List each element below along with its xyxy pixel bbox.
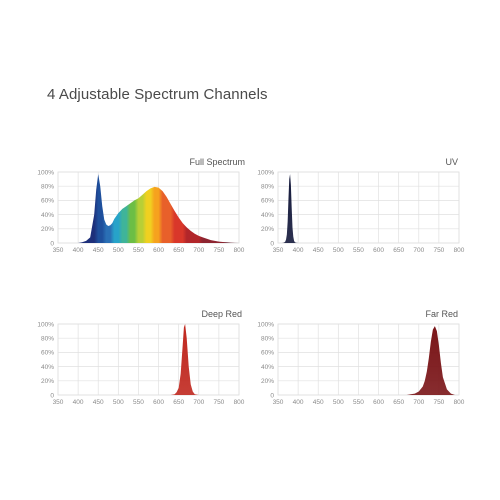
x-tick-label: 650	[173, 399, 184, 406]
x-tick-label: 350	[53, 247, 64, 254]
x-tick-label: 650	[393, 399, 404, 406]
y-tick-label: 0	[270, 392, 274, 399]
x-tick-label: 350	[273, 399, 284, 406]
x-tick-label: 700	[413, 399, 424, 406]
y-tick-label: 40%	[261, 364, 274, 371]
y-tick-label: 0	[270, 240, 274, 247]
y-tick-label: 60%	[261, 350, 274, 357]
x-tick-label: 400	[293, 247, 304, 254]
chart-svg: 0 20% 40% 60% 80% 100% 350 400 450 500 550 600 650 70…	[257, 169, 465, 254]
chart-full-spectrum: Full Spectrum 0 20% 40% 60% 80% 100% 350 400 450…	[30, 156, 245, 271]
chart-uv: UV 0 20% 40% 60% 80% 100% 350 400 450 500 550 600 65…	[250, 156, 465, 271]
y-tick-label: 20%	[261, 226, 274, 233]
grid	[57, 323, 240, 396]
chart-title: Full Spectrum	[189, 157, 245, 167]
spectrum-area	[78, 174, 239, 243]
chart-title: UV	[445, 157, 458, 167]
x-tick-label: 450	[313, 399, 324, 406]
x-tick-label: 450	[93, 247, 104, 254]
x-tick-label: 350	[53, 399, 64, 406]
y-tick-label: 20%	[41, 226, 54, 233]
x-tick-label: 450	[93, 399, 104, 406]
y-tick-label: 20%	[261, 378, 274, 385]
x-tick-label: 750	[213, 399, 224, 406]
y-tick-label: 40%	[41, 212, 54, 219]
x-tick-label: 650	[393, 247, 404, 254]
page-title: 4 Adjustable Spectrum Channels	[47, 86, 268, 103]
y-tick-label: 60%	[41, 198, 54, 205]
y-tick-label: 100%	[257, 169, 274, 176]
x-tick-label: 700	[413, 247, 424, 254]
x-tick-label: 350	[273, 247, 284, 254]
x-tick-label: 800	[234, 399, 245, 406]
chart-far-red: Far Red 0 20% 40% 60% 80% 100% 350 400 450 500 550…	[250, 308, 465, 423]
x-tick-label: 600	[153, 399, 164, 406]
y-tick-label: 0	[50, 392, 54, 399]
x-tick-label: 650	[173, 247, 184, 254]
x-tick-label: 550	[133, 247, 144, 254]
y-tick-label: 80%	[41, 184, 54, 191]
x-tick-label: 600	[373, 247, 384, 254]
spectrum-area	[406, 326, 455, 395]
x-tick-label: 800	[234, 247, 245, 254]
chart-svg: 0 20% 40% 60% 80% 100% 350 400 450 500 550 600 650 70…	[257, 321, 465, 406]
y-tick-label: 20%	[41, 378, 54, 385]
grid	[277, 171, 460, 244]
y-tick-label: 40%	[41, 364, 54, 371]
x-tick-label: 500	[113, 247, 124, 254]
y-tick-label: 60%	[41, 350, 54, 357]
plot-frame	[277, 171, 460, 244]
y-tick-label: 40%	[261, 212, 274, 219]
y-tick-label: 0	[50, 240, 54, 247]
y-tick-label: 100%	[257, 321, 274, 328]
y-tick-label: 80%	[41, 336, 54, 343]
x-tick-label: 450	[313, 247, 324, 254]
chart-svg: 0 20% 40% 60% 80% 100% 350 400 450 500 550 600 650 70…	[37, 321, 245, 406]
chart-svg: 0 20% 40% 60% 80% 100% 350 400 450 500 550 600 650 70…	[37, 169, 245, 254]
x-tick-label: 800	[454, 399, 465, 406]
x-tick-label: 600	[373, 399, 384, 406]
x-tick-label: 600	[153, 247, 164, 254]
y-tick-label: 80%	[261, 336, 274, 343]
spectrum-area	[282, 174, 299, 243]
x-tick-label: 750	[213, 247, 224, 254]
x-tick-label: 700	[193, 399, 204, 406]
x-tick-label: 400	[293, 399, 304, 406]
y-tick-label: 100%	[37, 321, 54, 328]
x-tick-label: 700	[193, 247, 204, 254]
chart-title: Deep Red	[201, 309, 242, 319]
x-tick-label: 550	[133, 399, 144, 406]
spectrum-area	[170, 324, 199, 395]
plot-frame	[57, 323, 240, 396]
x-tick-label: 750	[433, 247, 444, 254]
x-tick-label: 750	[433, 399, 444, 406]
x-tick-label: 550	[353, 399, 364, 406]
y-tick-label: 100%	[37, 169, 54, 176]
x-tick-label: 500	[333, 399, 344, 406]
y-tick-label: 80%	[261, 184, 274, 191]
chart-deep-red: Deep Red 0 20% 40% 60% 80% 100% 350 400 450 500 55…	[30, 308, 245, 423]
x-tick-label: 500	[333, 247, 344, 254]
x-tick-label: 550	[353, 247, 364, 254]
y-tick-label: 60%	[261, 198, 274, 205]
x-tick-label: 500	[113, 399, 124, 406]
chart-title: Far Red	[425, 309, 458, 319]
x-tick-label: 800	[454, 247, 465, 254]
x-tick-label: 400	[73, 399, 84, 406]
x-tick-label: 400	[73, 247, 84, 254]
